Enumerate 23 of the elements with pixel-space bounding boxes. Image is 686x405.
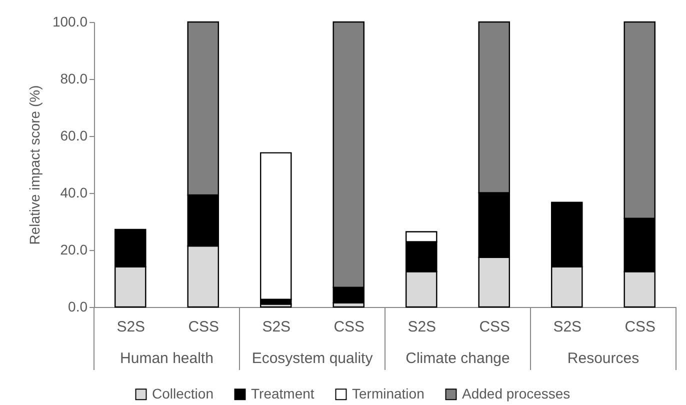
x-tick-label: S2S xyxy=(116,318,146,336)
y-axis-title: Relative impact score (%) xyxy=(26,85,42,245)
legend-label: Collection xyxy=(152,385,214,402)
legend-label: Added processes xyxy=(462,385,570,402)
legend-label: Treatment xyxy=(251,385,314,402)
x-tick-label: CSS xyxy=(479,318,510,336)
text: Resources xyxy=(567,350,640,367)
x-tick-label: CSS xyxy=(334,318,365,336)
y-tick-label: 80.0 xyxy=(60,70,88,86)
y-tick-label: 40.0 xyxy=(60,184,88,200)
x-tick-label: S2S xyxy=(262,318,291,336)
text: Climate change xyxy=(406,350,510,367)
y-tick-label: 60.0 xyxy=(60,128,88,144)
y-tick-label: 20.0 xyxy=(60,242,88,258)
x-tick-label: S2S xyxy=(408,318,436,336)
text: Ecosystem quality xyxy=(252,350,374,367)
y-tick-label: 100.0 xyxy=(52,14,88,30)
legend-label: Termination xyxy=(352,385,424,402)
x-tick-label: S2S xyxy=(553,318,582,336)
x-tick-label: CSS xyxy=(188,318,220,336)
x-tick-label: CSS xyxy=(624,318,656,336)
text: Human health xyxy=(120,350,214,367)
y-tick-label: 0.0 xyxy=(68,298,88,314)
